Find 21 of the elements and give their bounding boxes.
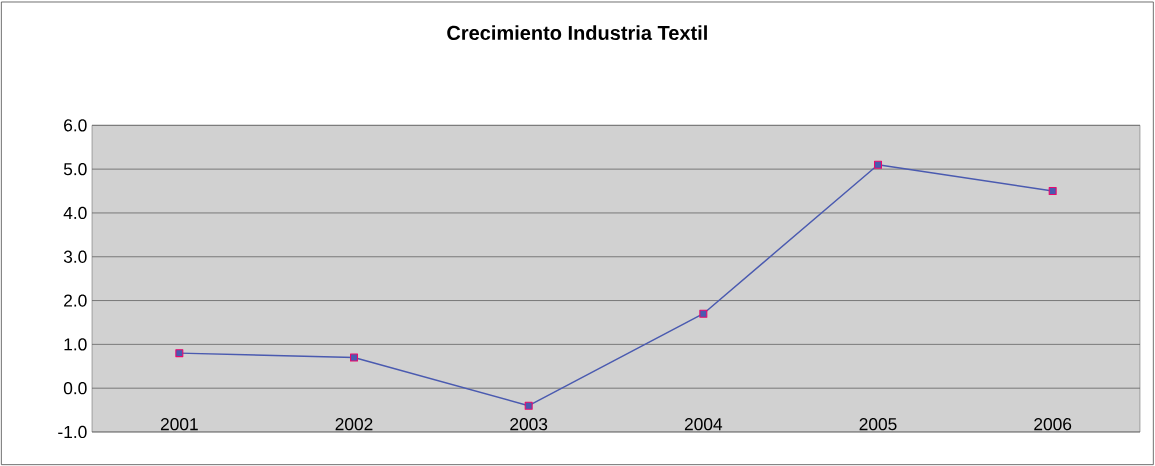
y-tick-label: 6.0: [64, 119, 87, 132]
x-tick-label: 2006: [1034, 418, 1072, 431]
point: [874, 160, 883, 169]
y-tick-label: 5.0: [63, 162, 87, 176]
y-tick-label: 0.0: [63, 382, 87, 395]
x-tick-label: 2002: [335, 418, 373, 431]
x-tick-label: 2004: [684, 418, 723, 431]
y-tick-label: 2.0: [64, 294, 87, 307]
y-tick-label: 1.0: [64, 338, 87, 351]
y-tick-label: 4.0: [63, 206, 87, 220]
y-tick-label: -1.0: [58, 425, 87, 439]
x-tick-label: 2003: [510, 418, 548, 431]
y-tick-label: 3.0: [63, 250, 87, 263]
point: [175, 349, 184, 358]
point: [524, 401, 533, 410]
chart-title: Crecimiento Industria Textil: [447, 25, 707, 40]
point: [699, 309, 708, 318]
x-tick-label: 2001: [160, 418, 198, 431]
point: [350, 353, 359, 362]
point: [1048, 187, 1057, 196]
x-tick-label: 2005: [859, 418, 897, 431]
